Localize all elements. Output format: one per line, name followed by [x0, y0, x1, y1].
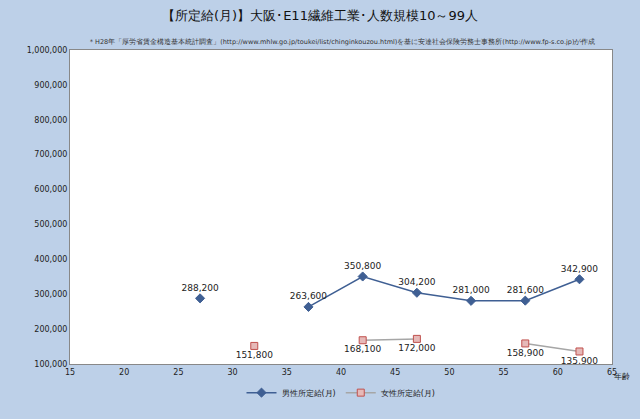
svg-text:30: 30 [228, 368, 238, 377]
svg-text:60: 60 [553, 368, 563, 377]
svg-text:300,000: 300,000 [34, 290, 67, 299]
svg-text:45: 45 [390, 368, 400, 377]
svg-text:65: 65 [607, 368, 617, 377]
svg-text:350,800: 350,800 [344, 261, 381, 271]
svg-text:281,000: 281,000 [452, 285, 489, 295]
svg-text:100,000: 100,000 [34, 360, 67, 369]
svg-text:151,800: 151,800 [236, 350, 273, 360]
svg-text:【所定給(月)】大阪･E11繊維工業･人数規模10～99人: 【所定給(月)】大阪･E11繊維工業･人数規模10～99人 [162, 8, 478, 23]
svg-text:200,000: 200,000 [34, 325, 67, 334]
svg-text:年齢: 年齢 [614, 372, 630, 381]
svg-text:50: 50 [444, 368, 454, 377]
svg-text:800,000: 800,000 [34, 116, 67, 125]
svg-text:288,200: 288,200 [181, 283, 218, 293]
svg-text:263,600: 263,600 [290, 291, 327, 301]
svg-text:900,000: 900,000 [34, 81, 67, 90]
svg-text:40: 40 [336, 368, 346, 377]
svg-text:25: 25 [173, 368, 183, 377]
svg-text:20: 20 [119, 368, 129, 377]
svg-text:＊H28年「厚労省賃金構造基本統計調査」(http://ww: ＊H28年「厚労省賃金構造基本統計調査」(http://www.mhlw.go.… [88, 38, 595, 46]
svg-text:男性所定給(月): 男性所定給(月) [282, 389, 336, 398]
svg-text:400,000: 400,000 [34, 255, 67, 264]
svg-text:168,100: 168,100 [344, 344, 381, 354]
svg-text:304,200: 304,200 [398, 277, 435, 287]
svg-text:35: 35 [282, 368, 292, 377]
svg-text:281,600: 281,600 [507, 285, 544, 295]
svg-text:342,900: 342,900 [561, 264, 598, 274]
svg-text:1,000,000: 1,000,000 [27, 46, 68, 55]
svg-text:15: 15 [65, 368, 75, 377]
svg-text:600,000: 600,000 [34, 185, 67, 194]
svg-text:172,000: 172,000 [398, 343, 435, 353]
svg-text:500,000: 500,000 [34, 220, 67, 229]
svg-text:158,900: 158,900 [507, 348, 544, 358]
svg-text:女性所定給(月): 女性所定給(月) [381, 389, 435, 398]
svg-text:135,900: 135,900 [561, 356, 598, 366]
svg-text:55: 55 [499, 368, 509, 377]
svg-text:700,000: 700,000 [34, 150, 67, 159]
